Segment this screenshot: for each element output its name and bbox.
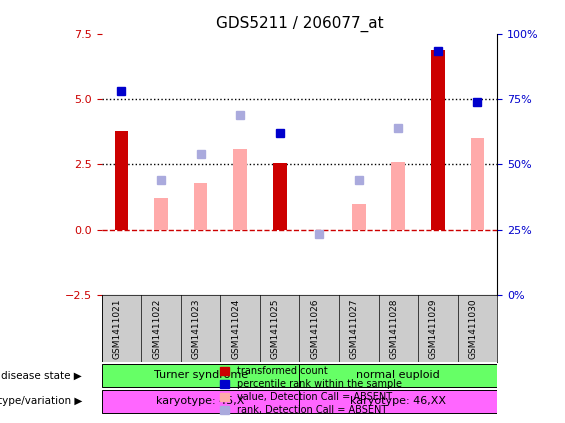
Bar: [431, 49, 445, 230]
Text: GSM1411026: GSM1411026: [310, 299, 319, 359]
Text: GSM1411024: GSM1411024: [231, 299, 240, 359]
Bar: [233, 149, 247, 230]
Bar: [471, 138, 484, 230]
Title: GDS5211 / 206077_at: GDS5211 / 206077_at: [216, 16, 383, 33]
Text: GSM1411030: GSM1411030: [468, 299, 477, 359]
Text: karyotype: 46,XX: karyotype: 46,XX: [350, 396, 446, 407]
Bar: [102, 364, 299, 387]
Text: GSM1411027: GSM1411027: [350, 299, 359, 359]
Bar: [154, 198, 168, 230]
Bar: [115, 131, 128, 230]
Text: GSM1411022: GSM1411022: [152, 299, 161, 359]
Bar: [102, 390, 299, 413]
Bar: [273, 163, 286, 230]
Text: genotype/variation ▶: genotype/variation ▶: [0, 396, 82, 407]
Text: GSM1411023: GSM1411023: [192, 299, 201, 359]
Text: disease state ▶: disease state ▶: [1, 371, 82, 380]
Bar: [299, 364, 497, 387]
Bar: [352, 203, 366, 230]
Text: normal euploid: normal euploid: [357, 371, 440, 380]
Text: karyotype: 45,X: karyotype: 45,X: [157, 396, 245, 407]
Bar: [299, 390, 497, 413]
Text: Turner syndrome: Turner syndrome: [154, 371, 247, 380]
Bar: [392, 162, 405, 230]
Text: GSM1411021: GSM1411021: [112, 299, 121, 359]
Bar: [194, 183, 207, 230]
Text: GSM1411025: GSM1411025: [271, 299, 280, 359]
Legend: transformed count, percentile rank within the sample, value, Detection Call = AB: transformed count, percentile rank withi…: [216, 363, 405, 418]
Text: GSM1411029: GSM1411029: [429, 299, 438, 359]
Text: GSM1411028: GSM1411028: [389, 299, 398, 359]
